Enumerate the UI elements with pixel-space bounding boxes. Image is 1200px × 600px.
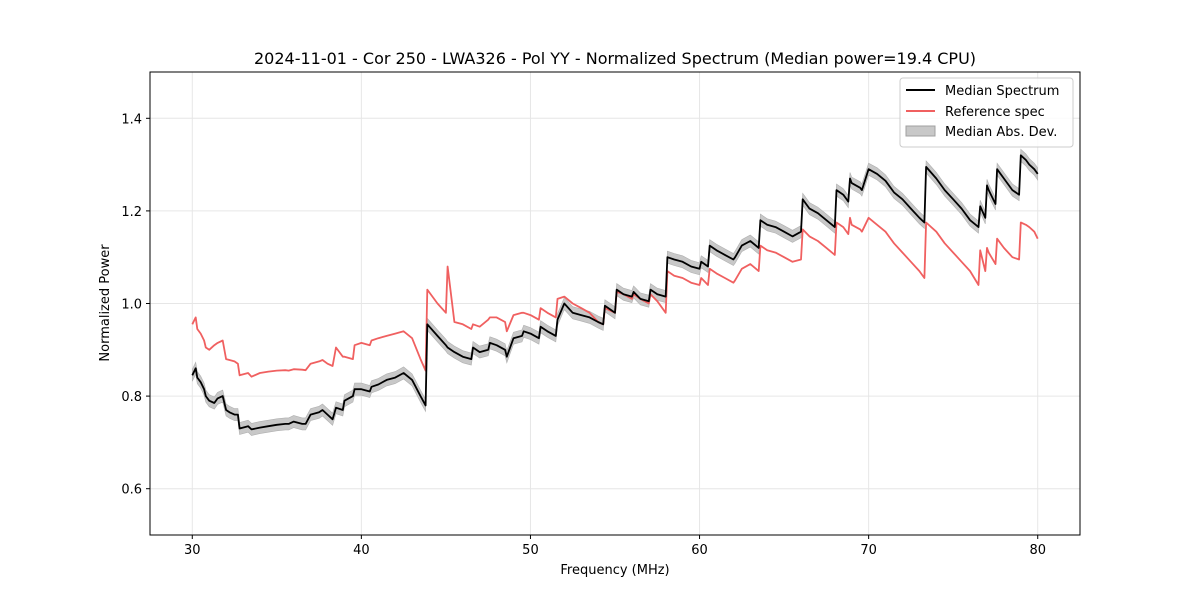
legend-median-label: Median Spectrum: [945, 84, 1059, 99]
legend-mad-swatch: [905, 125, 936, 137]
median-spectrum-line: [191, 154, 1039, 431]
legend-reference-label: Reference spec: [945, 105, 1045, 120]
x-tick-label: 80: [1029, 543, 1046, 558]
x-tick-label: 70: [860, 543, 877, 558]
x-tick-label: 50: [522, 543, 539, 558]
mad-band: [192, 148, 1038, 436]
x-tick-label: 60: [691, 543, 708, 558]
y-tick-label: 1.2: [121, 205, 142, 220]
x-axis: 30 40 50 60 70 80: [184, 535, 1046, 558]
y-tick-label: 0.6: [121, 483, 142, 498]
x-tick-label: 30: [184, 543, 201, 558]
x-axis-label: Frequency (MHz): [560, 563, 669, 578]
chart-title: 2024-11-01 - Cor 250 - LWA326 - Pol YY -…: [254, 49, 976, 68]
y-tick-label: 1.0: [121, 298, 142, 313]
mad-band-area: [192, 148, 1038, 436]
series-layer: [191, 154, 1039, 431]
reference-spectrum-line: [191, 216, 1039, 378]
y-axis-label: Normalized Power: [98, 244, 113, 362]
legend-mad-label: Median Abs. Dev.: [945, 125, 1057, 140]
y-tick-label: 1.4: [121, 112, 142, 127]
legend: Median Spectrum Reference spec Median Ab…: [899, 77, 1074, 148]
y-tick-label: 0.8: [121, 390, 142, 405]
x-tick-label: 40: [353, 543, 370, 558]
legend-box: [899, 77, 1074, 148]
y-axis: 0.6 0.8 1.0 1.2 1.4: [121, 112, 150, 498]
